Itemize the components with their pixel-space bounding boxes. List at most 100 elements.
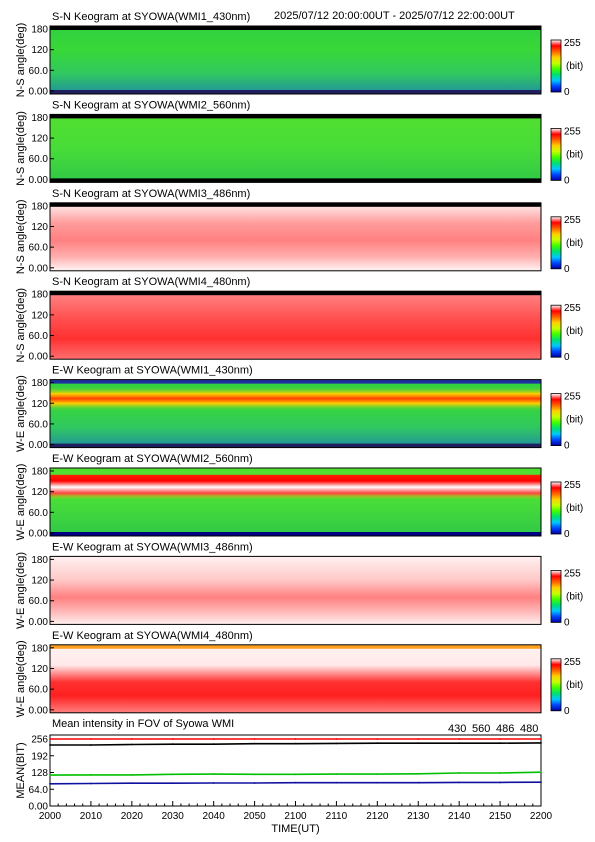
data-point-560 — [376, 773, 379, 775]
data-point-486 — [171, 738, 174, 740]
data-point-480 — [499, 742, 501, 745]
data-point-486 — [130, 738, 133, 740]
colorbar-max-label: 255 — [564, 392, 581, 403]
data-point-480 — [49, 744, 51, 746]
colorbar-scale — [550, 658, 562, 712]
data-point-486 — [253, 738, 256, 740]
y-tick-label: 60.0 — [29, 596, 49, 607]
y-tick-label: 180 — [31, 113, 48, 124]
data-point-486 — [376, 738, 379, 740]
keogram-panel-5: E-W Keogram at SYOWA(WMI1_430nm) 180 120 60… — [15, 365, 583, 452]
colorbar-unit-label: (bit) — [566, 415, 583, 426]
y-tick-label: 120 — [31, 487, 48, 498]
y-axis-label: N-S angle(deg) — [15, 23, 27, 98]
keogram-image — [50, 202, 541, 271]
data-point-486 — [458, 738, 461, 740]
colorbar-max-label: 255 — [564, 126, 581, 137]
y-tick-label: 60.0 — [29, 243, 49, 254]
data-point-480 — [458, 742, 461, 745]
x-tick-label: 2110 — [326, 811, 348, 822]
colorbar: 255 (bit) 0 — [550, 126, 583, 186]
data-point-430 — [253, 782, 256, 784]
keogram-image — [50, 291, 541, 360]
y-tick-label: 192 — [31, 751, 48, 762]
x-tick-label: 2010 — [80, 811, 103, 822]
data-point-486 — [90, 738, 92, 740]
data-point-430 — [294, 781, 297, 784]
colorbar-max-label: 255 — [564, 568, 581, 579]
colorbar-min-label: 0 — [564, 87, 570, 98]
data-point-480 — [417, 742, 420, 745]
colorbar-unit-label: (bit) — [566, 326, 583, 337]
y-tick-label: 0.00 — [29, 802, 49, 813]
colorbar-min-label: 0 — [564, 617, 570, 628]
panel-title: S-N Keogram at SYOWA(WMI3_486nm) — [52, 188, 250, 200]
x-tick-label: 2050 — [243, 811, 266, 822]
colorbar-unit-label: (bit) — [566, 238, 583, 249]
data-point-430 — [212, 782, 215, 784]
panel-frame — [49, 290, 542, 360]
y-axis-label: W-E angle(deg) — [15, 640, 27, 717]
bottom-strip — [50, 178, 541, 183]
data-point-560 — [130, 774, 133, 776]
data-point-480 — [540, 742, 542, 744]
panel-frame — [49, 202, 542, 272]
colorbar-unit-label: (bit) — [566, 149, 583, 160]
keogram-panel-1: S-N Keogram at SYOWA(WMI1_430nm) 180 120 60… — [15, 11, 583, 98]
colorbar: 255 (bit) 0 — [550, 392, 583, 452]
data-point-430 — [130, 782, 133, 785]
colorbar-scale — [550, 127, 562, 181]
colorbar-max-label: 255 — [564, 303, 581, 314]
panel-title: S-N Keogram at SYOWA(WMI4_480nm) — [52, 276, 250, 288]
y-tick-label: 0.00 — [29, 529, 49, 540]
y-tick-label: 120 — [31, 134, 48, 145]
legend-430: 430 — [448, 723, 466, 735]
keogram-panel-2: S-N Keogram at SYOWA(WMI2_560nm) 180 120 60… — [15, 99, 583, 186]
x-tick-label: 2000 — [39, 811, 62, 822]
y-tick-label: 60.0 — [29, 154, 49, 165]
y-tick-label: 0.00 — [29, 263, 49, 274]
data-point-430 — [376, 781, 379, 784]
colorbar-min-label: 0 — [564, 175, 570, 186]
top-strip — [50, 379, 541, 384]
colorbar-scale — [550, 39, 562, 93]
y-tick-label: 120 — [31, 576, 48, 587]
colorbar-min-label: 0 — [564, 441, 570, 452]
colorbar-unit-label: (bit) — [566, 503, 583, 514]
y-axis-label: N-S angle(deg) — [15, 111, 27, 186]
panel-frame — [49, 555, 542, 625]
y-tick-label: 180 — [31, 467, 48, 478]
bottom-strip — [50, 443, 541, 448]
time-range-header: 2025/07/12 20:00:00UT - 2025/07/12 22:00… — [274, 10, 515, 22]
colorbar-max-label: 255 — [564, 657, 581, 668]
data-point-560 — [253, 773, 256, 776]
y-axis-label: N-S angle(deg) — [15, 288, 27, 363]
plot-frame — [49, 734, 542, 807]
data-point-560 — [540, 771, 542, 774]
colorbar-scale — [550, 304, 562, 358]
data-point-480 — [294, 742, 297, 745]
y-tick-label: 120 — [31, 222, 48, 233]
data-point-480 — [171, 743, 174, 746]
y-tick-label: 0.00 — [29, 705, 49, 716]
panel-title: E-W Keogram at SYOWA(WMI4_480nm) — [52, 630, 253, 642]
panel-frame — [49, 113, 542, 183]
x-tick-label: 2150 — [489, 811, 512, 822]
data-point-480 — [90, 744, 92, 746]
data-point-430 — [417, 781, 420, 784]
data-point-430 — [335, 781, 338, 784]
colorbar-max-label: 255 — [564, 215, 581, 226]
panel-title: S-N Keogram at SYOWA(WMI1_430nm) — [52, 11, 250, 23]
x-tick-label: 2200 — [530, 811, 553, 822]
y-tick-label: 0.00 — [29, 87, 49, 98]
y-tick-label: 0.00 — [29, 617, 49, 628]
data-point-560 — [90, 774, 92, 776]
panel-title: E-W Keogram at SYOWA(WMI1_430nm) — [52, 365, 253, 377]
colorbar-scale — [550, 570, 562, 623]
panel-title: S-N Keogram at SYOWA(WMI2_560nm) — [52, 99, 250, 111]
colorbar-scale — [550, 393, 562, 447]
colorbar: 255 (bit) 0 — [550, 38, 583, 98]
data-point-560 — [499, 772, 501, 774]
data-point-430 — [458, 781, 461, 784]
